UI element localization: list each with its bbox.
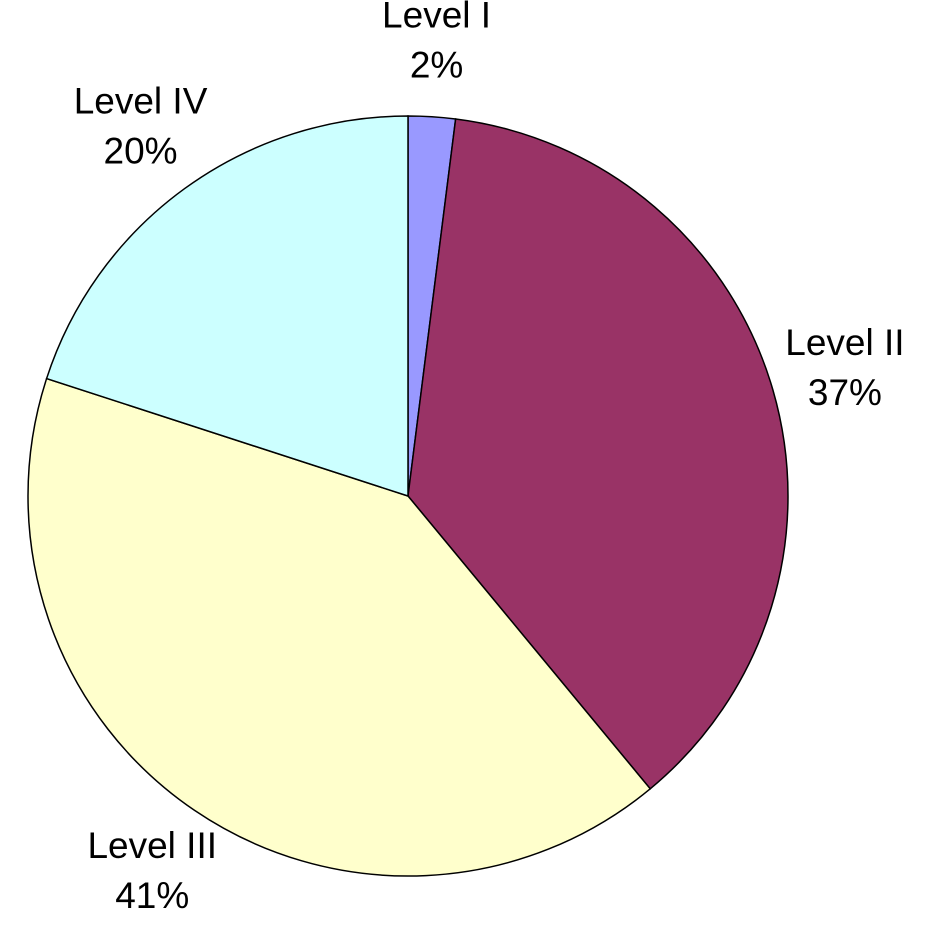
- slice-label: Level IV: [74, 81, 208, 122]
- pie-slice: [407, 118, 789, 790]
- value-label: 2%: [410, 45, 463, 86]
- slice-label: Level II: [785, 322, 904, 363]
- pie-slice: [45, 115, 409, 498]
- pie-slice: [27, 377, 652, 877]
- slice-label: Level I: [382, 0, 491, 36]
- value-label: 20%: [104, 131, 178, 172]
- value-label: 41%: [115, 875, 189, 916]
- value-label: 37%: [808, 372, 882, 413]
- slice-label: Level III: [87, 825, 217, 866]
